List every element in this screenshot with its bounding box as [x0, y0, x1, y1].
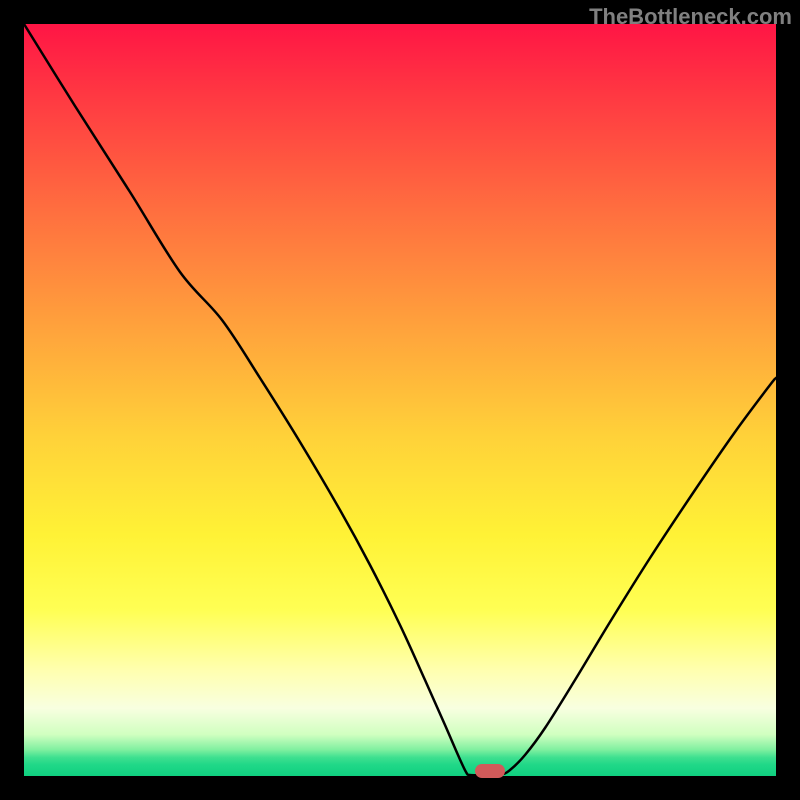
watermark-text: TheBottleneck.com: [589, 4, 792, 30]
bottleneck-chart: [0, 0, 800, 800]
chart-container: TheBottleneck.com: [0, 0, 800, 800]
optimal-marker: [475, 764, 505, 778]
plot-background: [24, 24, 776, 776]
